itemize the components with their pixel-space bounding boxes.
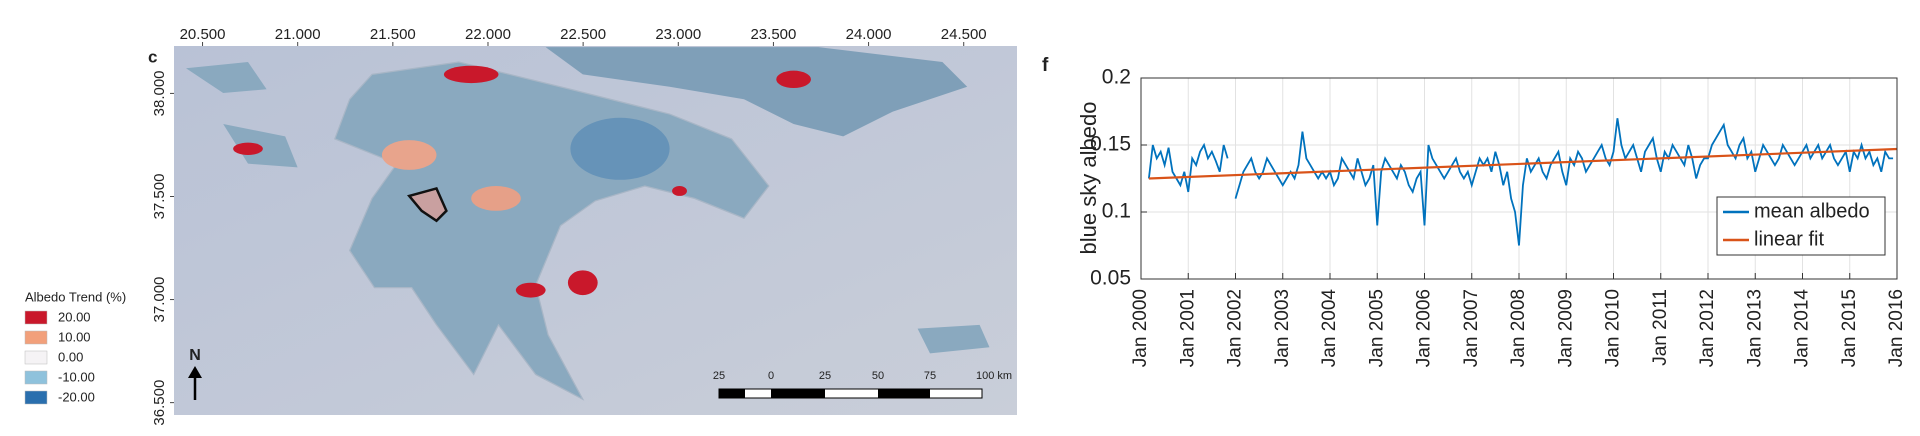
x-tick-label: Jan 2007 [1461, 289, 1482, 367]
scale-label: 75 [924, 370, 936, 382]
legend-swatch [24, 370, 48, 385]
data-line [1234, 118, 1894, 246]
x-tick-label: Jan 2008 [1508, 289, 1529, 367]
lon-tick-label: 23.000 [655, 26, 701, 43]
legend-label: mean albedo [1754, 200, 1870, 222]
lat-tick-label: 36.500 [151, 380, 168, 426]
lat-tick-label: 37.000 [151, 277, 168, 323]
plot-frame [1140, 77, 1898, 280]
north-label: N [189, 347, 201, 364]
map-legend: Albedo Trend (%) 20.00 10.00 0.00 -10.00 -20… [24, 289, 126, 405]
legend-title: Albedo Trend (%) [25, 289, 126, 304]
panel-label: f [1042, 55, 1049, 76]
x-tick-label: Jan 2003 [1272, 289, 1293, 367]
y-tick-label: 0.1 [1102, 200, 1131, 223]
x-tick-label: Jan 2011 [1650, 289, 1671, 366]
map-land [186, 47, 990, 401]
legend-swatch [24, 310, 48, 325]
lon-tick-label: 21.000 [275, 26, 321, 43]
scale-bar [718, 388, 983, 399]
chart-panel: f blue sky albedo 0.05 0.1 0.15 0.2 Jan 2000… [1042, 55, 1907, 367]
lon-tick-label: 20.500 [180, 26, 226, 43]
scale-labels: 25 0 25 50 75 100 km [713, 370, 1012, 382]
panel-label: c [148, 47, 157, 66]
lon-tick-label: 22.000 [465, 26, 511, 43]
lat-tick-label: 37.500 [151, 174, 168, 220]
x-tick-label: Jan 2009 [1555, 289, 1576, 367]
legend-label: 20.00 [58, 309, 91, 324]
map-panel: c 20.500 21.000 21.500 22.000 22.500 23.000 23… [24, 26, 1017, 426]
legend-label: linear fit [1754, 228, 1824, 250]
y-tick-label: 0.05 [1090, 267, 1131, 290]
x-tick-label: Jan 2001 [1177, 289, 1198, 367]
scale-label: 0 [768, 370, 774, 382]
lon-tick-label: 21.500 [370, 26, 416, 43]
scale-label: 100 km [976, 370, 1012, 382]
x-tick-label: Jan 2013 [1744, 289, 1765, 367]
lon-tick-label: 24.000 [846, 26, 892, 43]
lon-tick-label: 24.500 [941, 26, 987, 43]
x-tick-label: Jan 2005 [1366, 289, 1387, 367]
scale-label: 50 [872, 370, 884, 382]
legend-label: 0.00 [58, 349, 83, 364]
legend-label: -10.00 [58, 369, 95, 384]
x-tick-label: Jan 2006 [1414, 289, 1435, 367]
legend-label: 10.00 [58, 329, 91, 344]
lon-tick-label: 22.500 [560, 26, 606, 43]
legend-label: -20.00 [58, 389, 95, 404]
legend-box [1716, 196, 1886, 256]
legend-swatch [24, 330, 48, 345]
scale-label: 25 [819, 370, 831, 382]
x-tick-label: Jan 2002 [1225, 289, 1246, 367]
lon-tick-label: 23.500 [750, 26, 796, 43]
y-axis-label: blue sky albedo [1076, 102, 1101, 255]
x-tick-label: Jan 2012 [1697, 289, 1718, 367]
x-tick-label: Jan 2015 [1839, 289, 1860, 367]
y-tick-label: 0.2 [1102, 66, 1131, 89]
x-tick-label: Jan 2014 [1792, 289, 1813, 368]
lon-ticks: 20.500 21.000 21.500 22.000 22.500 23.000 23.5… [180, 26, 987, 46]
x-tick-label: Jan 2000 [1130, 289, 1151, 367]
lat-ticks: 36.500 37.000 37.500 38.000 [151, 70, 174, 426]
x-tick-label: Jan 2004 [1319, 289, 1340, 368]
y-tick-label: 0.15 [1090, 133, 1131, 156]
north-arrow: N [188, 347, 202, 400]
lat-tick-label: 38.000 [151, 70, 168, 116]
legend-swatch [24, 350, 48, 365]
data-line [1148, 147, 1898, 180]
x-tick-label: Jan 2016 [1886, 289, 1907, 367]
data-line [1147, 142, 1229, 193]
legend-swatch [24, 390, 48, 405]
scale-label: 25 [713, 370, 725, 382]
x-tick-label: Jan 2010 [1603, 289, 1624, 367]
